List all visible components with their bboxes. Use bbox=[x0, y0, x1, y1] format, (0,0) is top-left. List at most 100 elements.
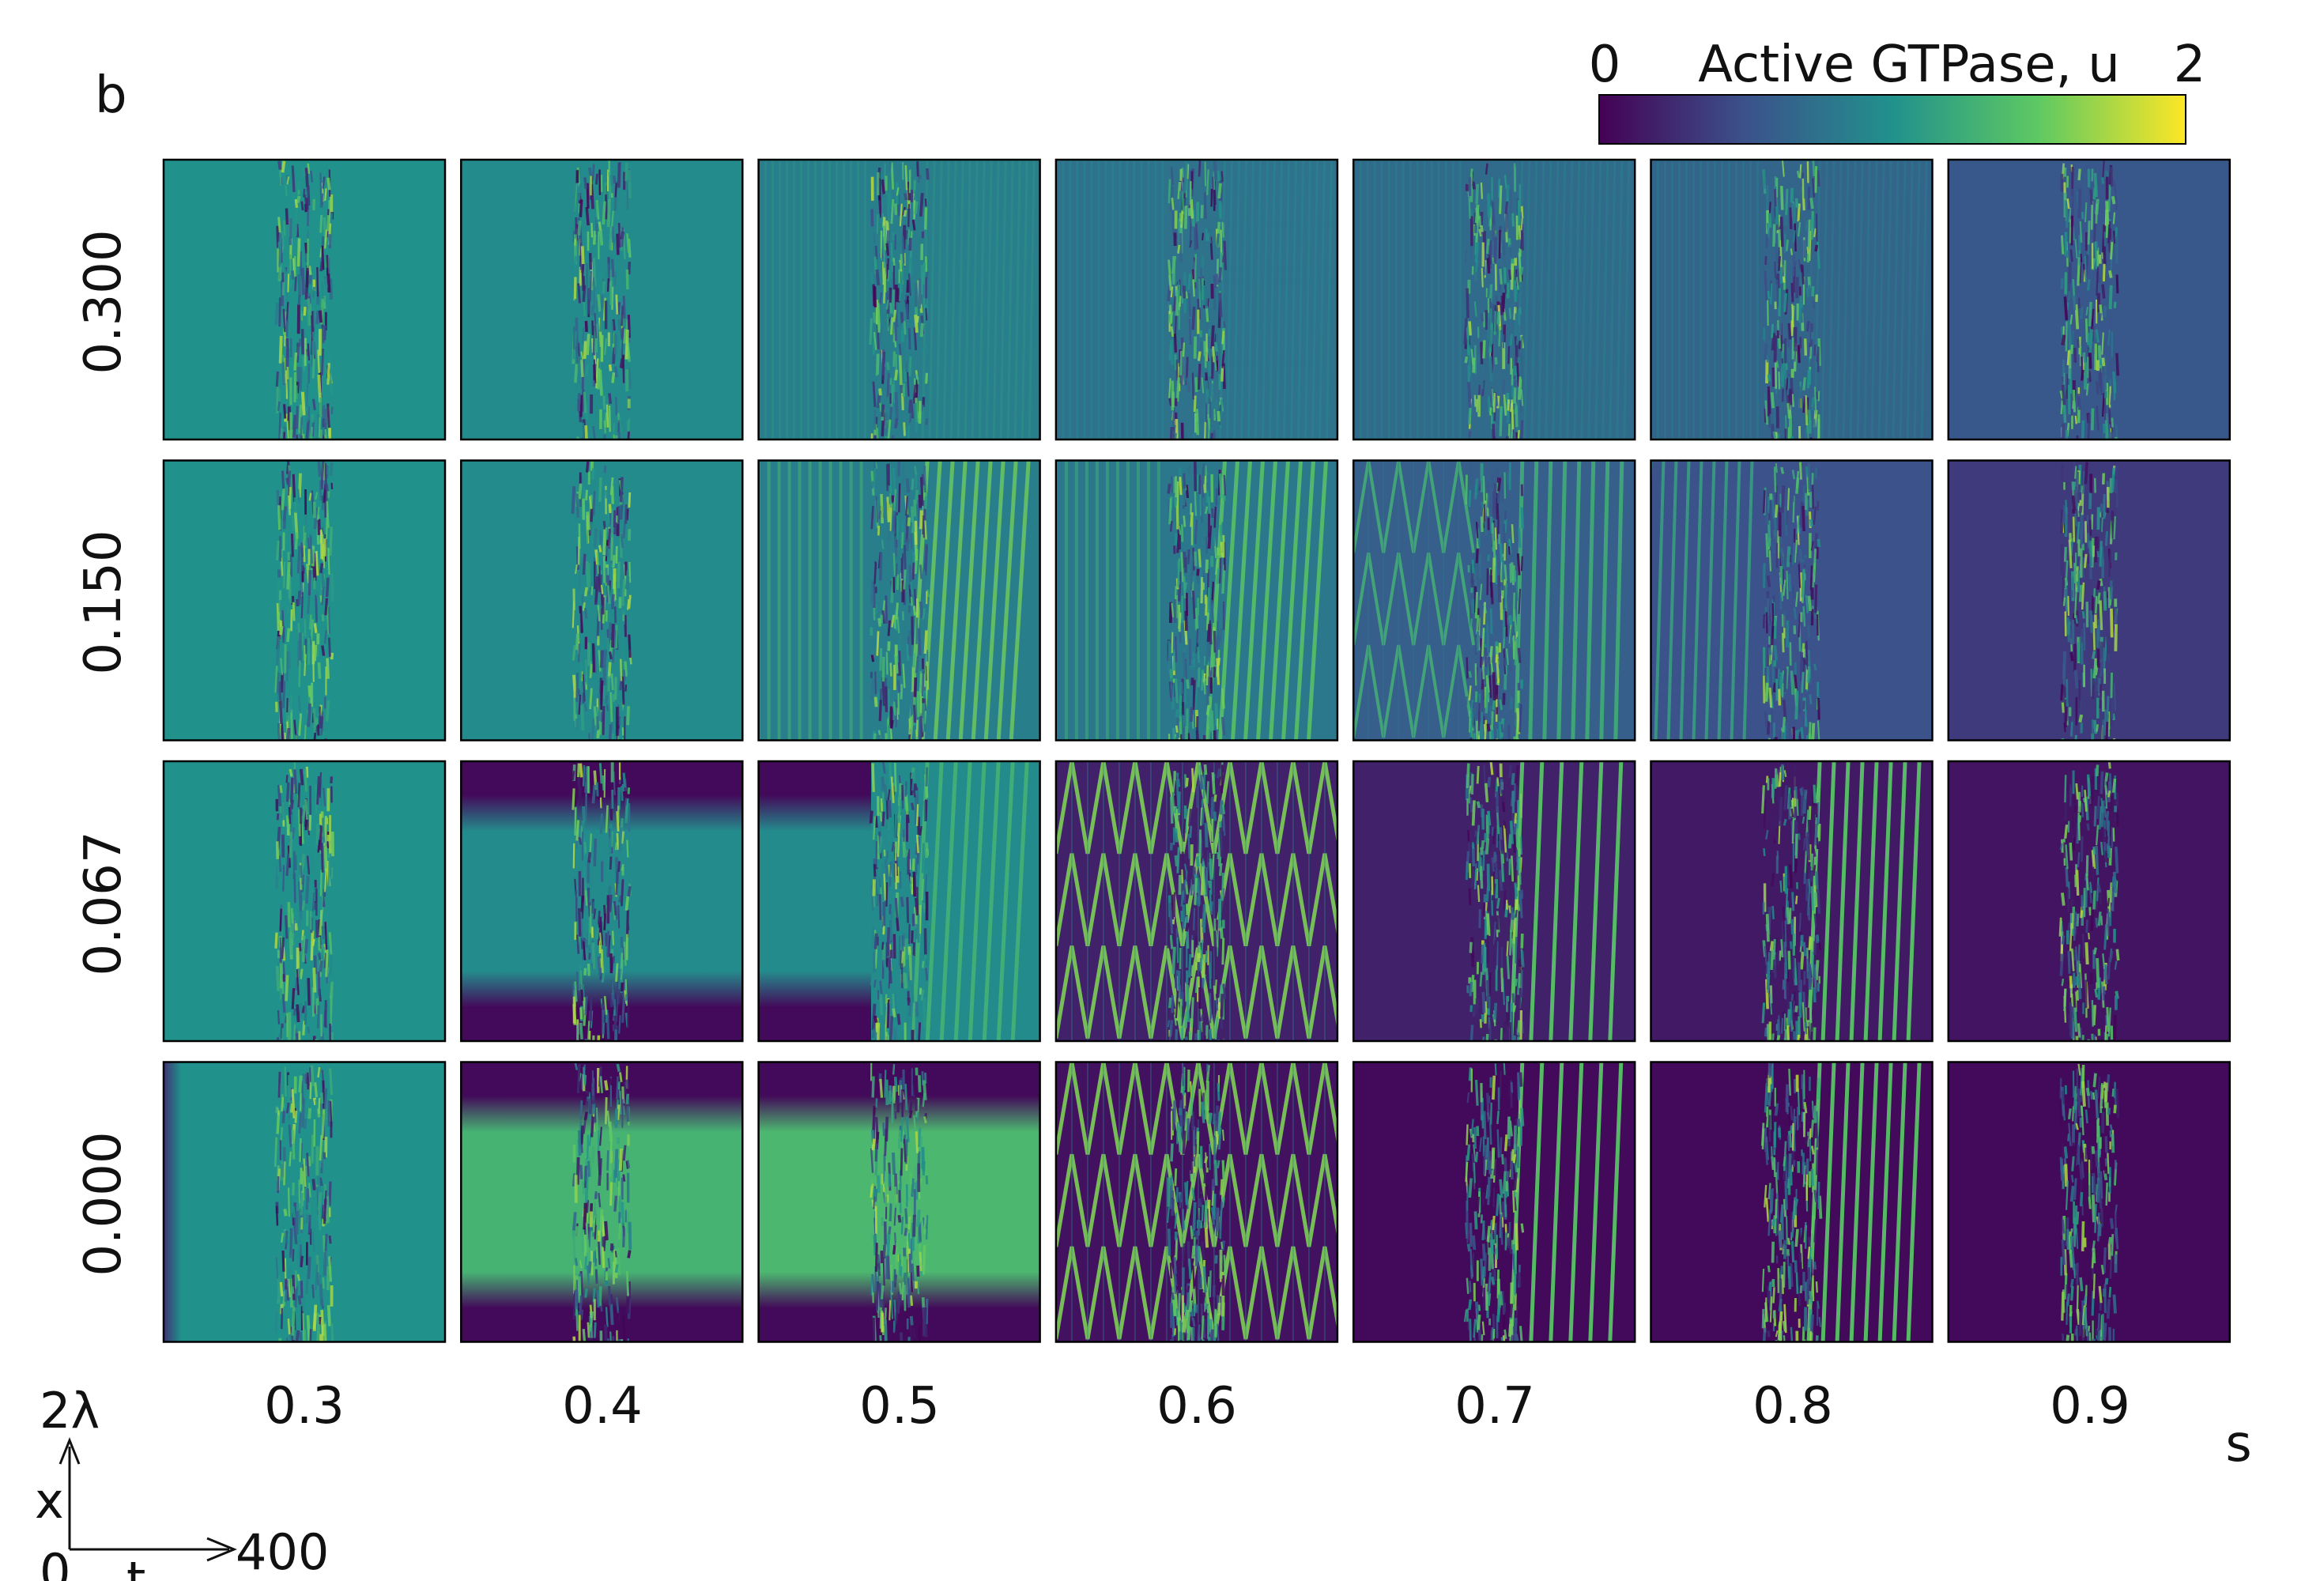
noise-streak bbox=[1204, 380, 1209, 398]
noise-streak bbox=[919, 510, 923, 530]
noise-streak bbox=[1798, 613, 1801, 638]
noise-streak bbox=[289, 812, 293, 836]
noise-streak bbox=[1167, 1020, 1171, 1028]
noise-streak bbox=[317, 840, 321, 853]
noise-streak bbox=[1205, 644, 1209, 665]
noise-streak bbox=[892, 553, 896, 576]
noise-streak bbox=[574, 981, 578, 1002]
noise-streak bbox=[2074, 304, 2080, 330]
noise-streak bbox=[878, 258, 883, 283]
noise-streak bbox=[890, 495, 895, 503]
noise-streak bbox=[1202, 1036, 1206, 1041]
noise-streak bbox=[1515, 432, 1519, 440]
noise-streak bbox=[1476, 824, 1481, 845]
noise-streak bbox=[1776, 788, 1782, 803]
noise-streak bbox=[600, 574, 603, 594]
noise-streak bbox=[296, 969, 300, 995]
noise-streak bbox=[1801, 537, 1806, 565]
noise-streak bbox=[280, 1038, 284, 1041]
noise-streak bbox=[892, 289, 896, 315]
noise-streak bbox=[1767, 374, 1771, 382]
y-axis-label: x bbox=[35, 1472, 64, 1530]
x-axis-arrowhead bbox=[58, 1436, 81, 1465]
noise-streak bbox=[292, 1008, 296, 1017]
noise-streak bbox=[324, 229, 328, 249]
noise-streak bbox=[2074, 415, 2077, 424]
panel-background bbox=[1353, 761, 1635, 1041]
wave-stripe bbox=[1599, 460, 1610, 741]
noise-streak bbox=[899, 254, 904, 270]
wave-stripe bbox=[1254, 160, 1262, 440]
noise-streak bbox=[298, 695, 301, 711]
noise-streak bbox=[1784, 920, 1787, 948]
noise-streak bbox=[615, 994, 619, 1022]
noise-streak bbox=[575, 545, 579, 570]
noise-streak bbox=[613, 583, 617, 601]
noise-streak bbox=[922, 998, 926, 1028]
zigzag-wave bbox=[1353, 552, 1476, 646]
noise-streak bbox=[1468, 321, 1473, 336]
noise-streak bbox=[294, 532, 299, 550]
noise-streak bbox=[1221, 564, 1226, 594]
noise-streak bbox=[593, 359, 597, 383]
noise-streak bbox=[1171, 406, 1176, 426]
noise-streak bbox=[1509, 821, 1515, 844]
noise-streak bbox=[1215, 998, 1219, 1011]
noise-streak bbox=[1464, 249, 1468, 264]
noise-streak bbox=[304, 242, 309, 254]
noise-streak bbox=[626, 330, 630, 360]
noise-streak bbox=[2107, 221, 2111, 243]
noise-streak bbox=[597, 605, 601, 622]
noise-streak bbox=[312, 655, 315, 682]
noise-streak bbox=[913, 677, 918, 697]
noise-streak bbox=[1481, 840, 1485, 850]
noise-streak bbox=[275, 540, 280, 561]
noise-streak bbox=[895, 563, 898, 577]
noise-streak bbox=[1186, 679, 1190, 689]
noise-streak bbox=[1205, 289, 1209, 309]
noise-streak bbox=[1209, 858, 1213, 880]
noise-streak bbox=[1772, 224, 1776, 247]
noise-streak bbox=[888, 182, 892, 208]
noise-streak bbox=[1205, 559, 1209, 573]
noise-streak bbox=[880, 493, 884, 524]
wave-stripe bbox=[1542, 460, 1553, 741]
noise-streak bbox=[1467, 382, 1472, 409]
noise-streak bbox=[1221, 221, 1224, 238]
noise-streak bbox=[2080, 836, 2084, 862]
noise-streak bbox=[1467, 830, 1470, 842]
noise-streak bbox=[323, 953, 327, 968]
noise-streak bbox=[1806, 832, 1811, 861]
noise-streak bbox=[572, 645, 576, 661]
heatmap-panel bbox=[1055, 160, 1337, 440]
noise-streak bbox=[311, 855, 315, 873]
noise-streak bbox=[1171, 602, 1175, 617]
noise-streak bbox=[617, 895, 622, 903]
noise-streak bbox=[1481, 267, 1484, 288]
noise-streak bbox=[1506, 184, 1510, 198]
noise-streak bbox=[277, 401, 281, 411]
noise-streak bbox=[1487, 810, 1492, 826]
noise-streak bbox=[621, 305, 624, 326]
noise-streak bbox=[628, 561, 632, 583]
noise-streak bbox=[286, 606, 290, 614]
noise-streak bbox=[1770, 949, 1774, 971]
noise-streak bbox=[1798, 832, 1801, 840]
noise-streak bbox=[294, 276, 297, 292]
noise-streak bbox=[903, 320, 907, 335]
panel-frame bbox=[757, 158, 1041, 441]
heatmap-panel bbox=[758, 761, 1040, 1041]
noise-streak bbox=[608, 504, 612, 514]
noise-streak bbox=[588, 733, 590, 741]
noise-streak bbox=[275, 636, 281, 666]
noise-streak bbox=[878, 402, 883, 413]
noise-streak bbox=[1221, 938, 1225, 965]
noise-streak bbox=[305, 419, 311, 440]
noise-streak bbox=[2062, 505, 2066, 524]
noise-streak bbox=[326, 658, 330, 679]
noise-streak bbox=[1175, 1029, 1179, 1041]
wave-stripe bbox=[1870, 160, 1878, 440]
wave-stripe bbox=[1528, 460, 1539, 741]
noise-streak bbox=[326, 363, 330, 385]
noise-streak bbox=[304, 768, 307, 792]
